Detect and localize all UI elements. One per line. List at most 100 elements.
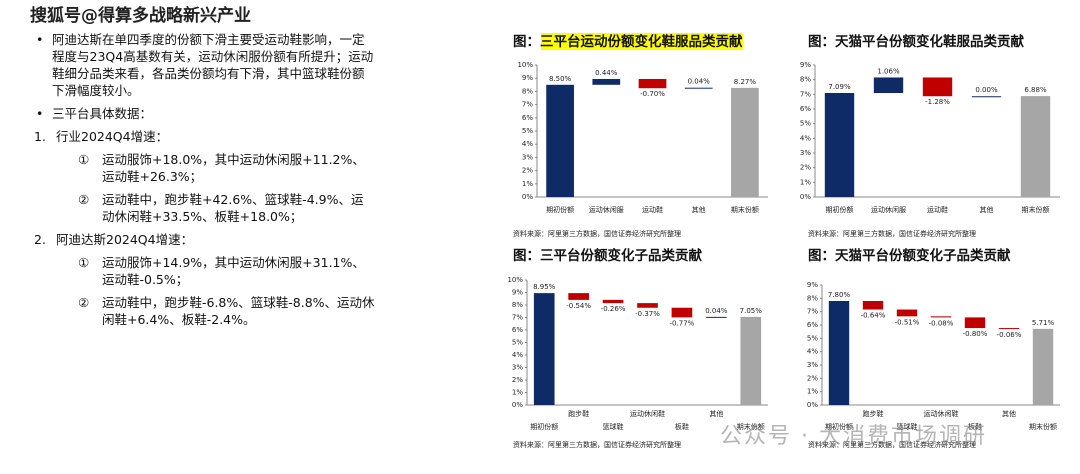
y-tick-label: 4% — [800, 134, 811, 142]
watermark: 公众号 · 大消费市场调研 — [720, 424, 987, 449]
value-label: -0.70% — [640, 90, 665, 98]
sub-text: 运动服饰+14.9%，其中运动休闲服+31.1%、运动鞋-0.5%； — [102, 255, 365, 287]
y-tick-label: 8% — [512, 301, 523, 309]
x-tick-label: 其他 — [980, 205, 994, 214]
y-tick-label: 0% — [807, 401, 818, 409]
x-tick-label: 运动鞋 — [927, 205, 948, 214]
y-tick-label: 7% — [800, 90, 811, 98]
x-tick-label: 跑步鞋 — [568, 409, 589, 418]
y-tick-label: 3% — [807, 361, 818, 369]
bar — [873, 77, 904, 94]
bar — [568, 293, 589, 300]
bar — [964, 317, 986, 329]
sub-marker: ① — [78, 152, 90, 167]
y-tick-label: 10% — [517, 61, 533, 69]
value-label: -1.28% — [925, 98, 950, 106]
value-label: 0.04% — [688, 78, 711, 86]
y-tick-label: 9% — [512, 289, 523, 297]
y-tick-label: 9% — [800, 61, 811, 69]
bar — [592, 78, 621, 85]
bar — [922, 77, 953, 97]
y-tick-label: 4% — [522, 140, 533, 148]
bar — [533, 293, 555, 405]
x-tick-label: 板鞋 — [968, 422, 982, 431]
x-tick-label: 其他 — [1002, 409, 1016, 418]
y-tick-label: 6% — [800, 105, 811, 113]
source-note: 资料来源：阿里第三方数据，国信证券经济研究所整理 — [808, 229, 976, 238]
value-label: -0.08% — [929, 319, 954, 327]
bullet: 三平台具体数据： — [30, 105, 375, 122]
bar — [998, 328, 1020, 330]
value-label: 8.27% — [734, 78, 757, 86]
bar — [546, 84, 574, 197]
x-tick-label: 跑步鞋 — [863, 409, 884, 418]
y-tick-label: 0% — [522, 193, 533, 201]
title-highlight — [541, 33, 743, 50]
list-item: 1. 行业2024Q4增速： — [34, 128, 375, 145]
y-tick-label: 2% — [800, 164, 811, 172]
value-label: 0.04% — [705, 307, 728, 315]
text-panel: 搜狐号@得算多战略新兴产业 阿迪达斯在单四季度的份额下滑主要受运动鞋影响，一定程… — [30, 8, 375, 334]
value-label: 5.71% — [1032, 319, 1055, 327]
y-tick-label: 3% — [512, 364, 523, 372]
y-tick-label: 4% — [807, 348, 818, 356]
x-tick-label: 期末份额 — [1029, 422, 1057, 431]
value-label: 8.95% — [533, 283, 556, 291]
y-tick-label: 5% — [807, 334, 818, 342]
source-note: 资料来源：阿里第三方数据，国信证券经济研究所整理 — [808, 440, 976, 449]
sub-item: ① 运动服饰+18.0%，其中运动休闲服+11.2%、运动鞋+26.3%； — [30, 151, 375, 185]
bar — [740, 316, 762, 405]
item-number: 1. — [34, 129, 46, 144]
value-label: -0.26% — [601, 305, 626, 313]
value-label: -0.06% — [997, 331, 1022, 339]
x-tick-label: 期末份额 — [1022, 205, 1050, 214]
x-tick-label: 其他 — [709, 409, 723, 418]
bar — [684, 87, 713, 89]
y-tick-label: 6% — [522, 114, 533, 122]
value-label: 1.06% — [877, 67, 900, 75]
value-label: 0.44% — [595, 69, 618, 77]
y-tick-label: 9% — [522, 74, 533, 82]
value-label: 7.80% — [828, 291, 851, 299]
chart-title: 图：天猫平台份额变化鞋服品类贡献 — [808, 33, 1024, 50]
y-tick-label: 6% — [512, 326, 523, 334]
item-number: 2. — [34, 232, 46, 247]
y-tick-label: 9% — [807, 281, 818, 289]
bar — [930, 316, 952, 318]
sub-marker: ② — [78, 192, 90, 207]
sub-item: ② 运动鞋中，跑步鞋+42.6%、篮球鞋-4.9%、运动休闲鞋+33.5%、板鞋+… — [30, 191, 375, 225]
chart-title: 图：天猫平台份额变化子品类贡献 — [808, 247, 1011, 264]
bar — [731, 87, 759, 197]
chart-title: 图：三平台份额变化子品类贡献 — [513, 247, 702, 264]
y-tick-label: 5% — [800, 120, 811, 128]
y-tick-label: 3% — [800, 149, 811, 157]
y-tick-label: 0% — [512, 401, 523, 409]
y-tick-label: 8% — [522, 87, 533, 95]
x-tick-label: 运动鞋 — [642, 205, 663, 214]
value-label: -0.77% — [670, 319, 695, 327]
x-tick-label: 板鞋 — [675, 422, 689, 431]
x-tick-label: 运动休闲鞋 — [630, 409, 665, 418]
sub-marker: ① — [78, 255, 90, 270]
x-tick-label: 期初份额 — [546, 205, 574, 214]
value-label: -0.37% — [635, 310, 660, 318]
sub-text: 运动服饰+18.0%，其中运动休闲服+11.2%、运动鞋+26.3%； — [102, 152, 365, 184]
bar — [1032, 328, 1054, 405]
y-tick-label: 10% — [507, 276, 523, 284]
y-tick-label: 7% — [807, 308, 818, 316]
value-label: -0.80% — [963, 330, 988, 338]
bar — [638, 78, 667, 89]
y-tick-label: 0% — [800, 193, 811, 201]
bar — [671, 307, 693, 318]
y-tick-label: 6% — [807, 321, 818, 329]
x-tick-label: 期末份额 — [737, 422, 765, 431]
chart-title: 图：三平台运动份额变化鞋服品类贡献 — [513, 33, 743, 50]
x-tick-label: 运动休闲服 — [871, 205, 906, 214]
y-tick-label: 2% — [512, 376, 523, 384]
bar — [1020, 96, 1051, 197]
y-tick-label: 3% — [522, 153, 533, 161]
value-label: -0.54% — [566, 302, 591, 310]
bar — [896, 309, 918, 317]
